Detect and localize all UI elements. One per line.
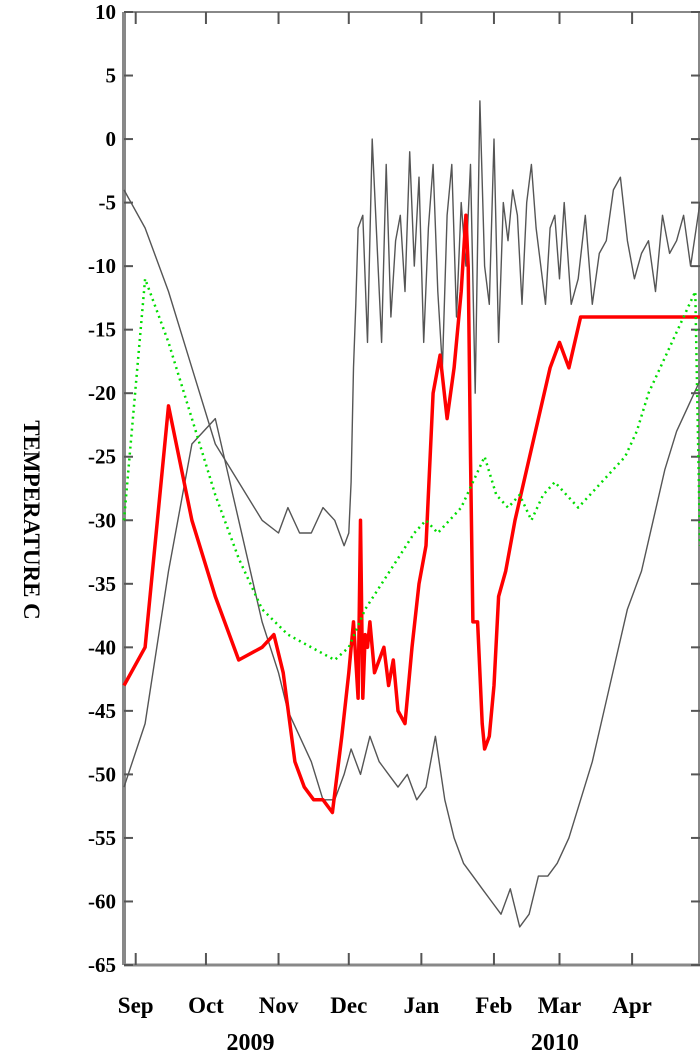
- y-tick-label: -15: [88, 318, 116, 342]
- y-tick-label: -35: [88, 572, 116, 596]
- y-tick-label: -65: [88, 953, 116, 977]
- y-tick-label: -60: [88, 889, 116, 913]
- y-tick-label: -50: [88, 762, 116, 786]
- y-tick-label: -10: [88, 254, 116, 278]
- y-tick-label: -45: [88, 699, 116, 723]
- x-tick-label: Feb: [475, 993, 512, 1018]
- y-tick-label: -55: [88, 826, 116, 850]
- y-axis-label: TEMPERATURE C: [19, 420, 44, 620]
- year-label: 2009: [226, 1030, 274, 1056]
- series-layer: [122, 100, 700, 928]
- y-tick-label: -5: [99, 191, 117, 215]
- x-tick-label: Oct: [188, 993, 224, 1018]
- x-tick-label: Dec: [330, 993, 367, 1018]
- x-tick-label: Nov: [259, 993, 299, 1018]
- y-tick-label: 0: [106, 127, 117, 151]
- y-tick-label: 5: [106, 64, 117, 88]
- y-tick-label: -25: [88, 445, 116, 469]
- x-tick-label: Sep: [118, 993, 154, 1018]
- y-tick-label: -20: [88, 381, 116, 405]
- series-line-3: [122, 277, 700, 662]
- series-line-2: [122, 213, 700, 815]
- y-tick-label: -40: [88, 635, 116, 659]
- x-tick-label: Mar: [538, 993, 581, 1018]
- x-tick-label: Jan: [403, 993, 439, 1018]
- labels-layer: 10 5 0 -5 -10 -15 -20 -25 -30 -35 -40 -45 -50 -55 -60 -…: [88, 0, 652, 1056]
- y-tick-label: 10: [95, 0, 116, 24]
- series-line-0: [123, 100, 700, 547]
- year-label: 2010: [531, 1030, 579, 1056]
- axes: [122, 11, 700, 967]
- y-tick-label: -30: [88, 508, 116, 532]
- x-tick-label: Apr: [612, 993, 652, 1018]
